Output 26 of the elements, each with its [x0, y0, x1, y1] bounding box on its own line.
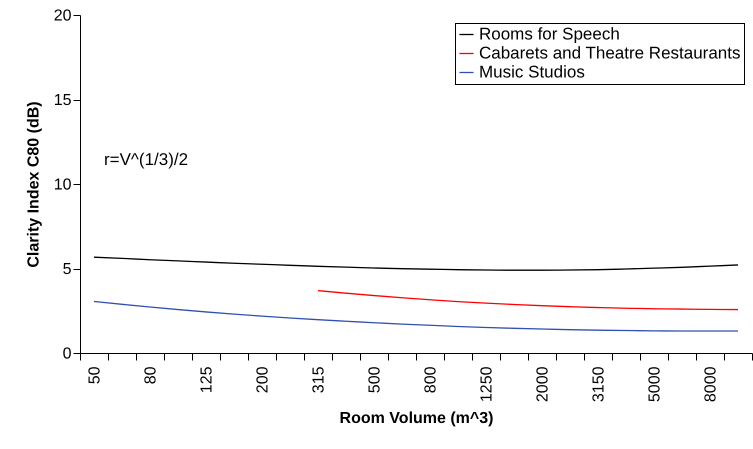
x-tick-label: 500 [366, 366, 384, 394]
legend-label: Music Studios [479, 62, 585, 82]
y-axis-title: Clarity Index C80 (dB) [26, 101, 43, 268]
y-tick-label: 20 [54, 8, 72, 24]
x-tick-label: 50 [86, 366, 104, 384]
x-tick-label: 200 [254, 366, 272, 394]
line-series [93, 300, 739, 332]
line-series [317, 290, 739, 310]
y-tick-label: 15 [54, 92, 72, 109]
x-tick-label: 3150 [590, 366, 608, 402]
x-axis-title: Room Volume (m^3) [340, 410, 494, 428]
y-tick-label: 5 [62, 261, 72, 278]
x-tick-label: 2000 [534, 366, 552, 402]
y-tick-label: 10 [54, 176, 72, 194]
y-tick-label: 0 [62, 346, 72, 362]
x-tick-label: 1250 [478, 366, 496, 402]
x-tick-label: 800 [422, 366, 440, 394]
x-tick-label: 125 [198, 366, 216, 394]
line-series [93, 256, 739, 271]
x-tick-label: 315 [310, 366, 328, 394]
annotation: r=V^(1/3)/2 [104, 150, 188, 169]
legend-label: Rooms for Speech [479, 24, 620, 44]
x-tick-label: 5000 [646, 366, 664, 402]
x-tick-label: 8000 [702, 366, 720, 402]
legend-label: Cabarets and Theatre Restaurants [479, 44, 740, 62]
x-tick-label: 80 [142, 366, 160, 384]
